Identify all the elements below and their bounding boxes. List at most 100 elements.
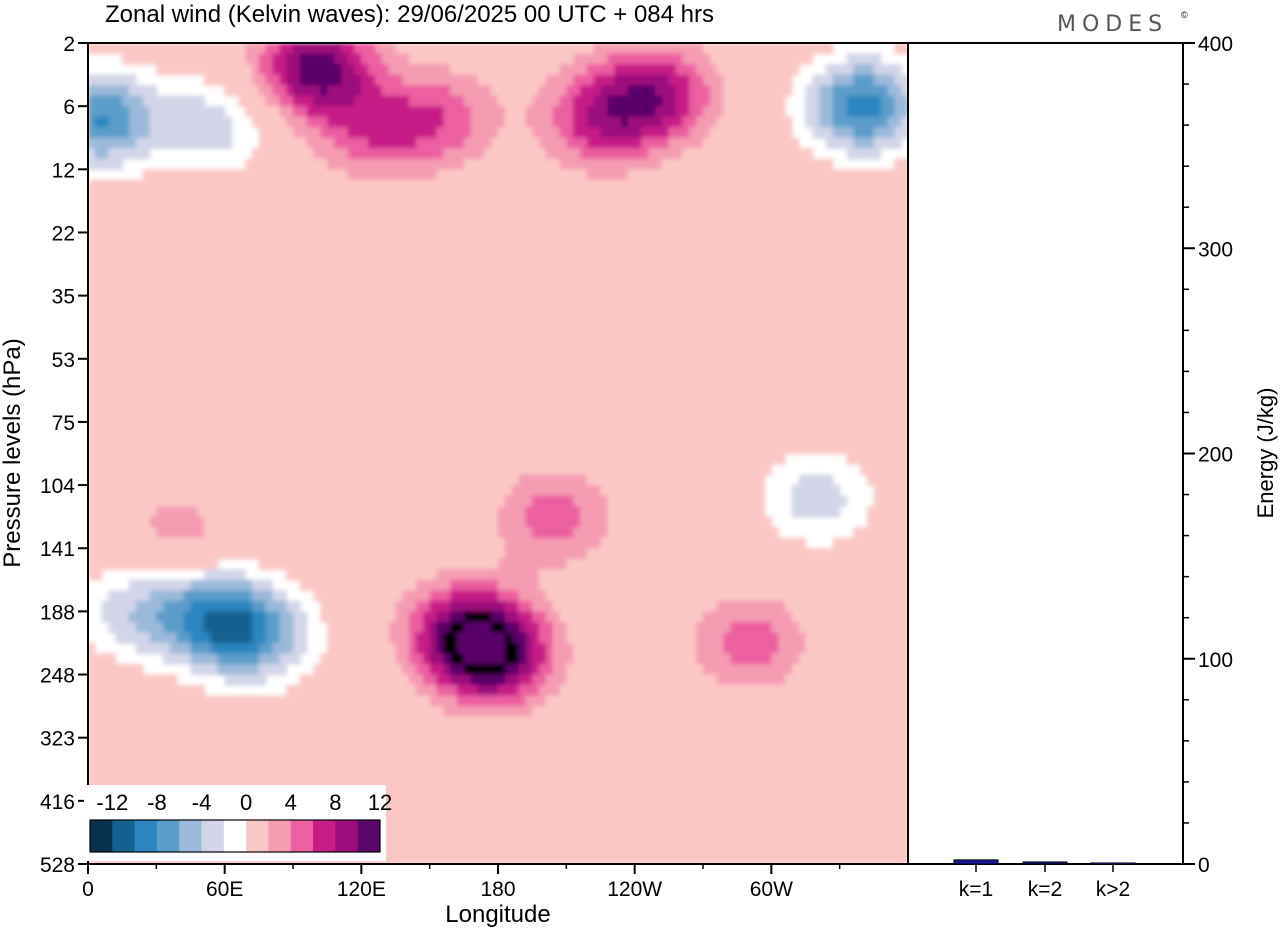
field-cell [327, 379, 335, 391]
field-cell [388, 64, 397, 76]
field-cell [901, 358, 908, 370]
field-cell [860, 369, 868, 381]
field-cell [108, 264, 116, 276]
field-cell [94, 316, 103, 328]
field-cell [258, 295, 267, 307]
field-cell [491, 64, 499, 76]
field-cell [457, 390, 465, 402]
field-cell [197, 432, 205, 444]
field-cell [286, 474, 294, 486]
field-cell [757, 337, 766, 349]
field-cell [252, 327, 260, 339]
field-cell [252, 232, 260, 244]
field-cell [867, 137, 875, 149]
field-cell [190, 474, 198, 486]
field-cell [771, 200, 779, 213]
field-cell [101, 74, 110, 86]
field-cell [217, 169, 226, 181]
field-cell [539, 337, 547, 349]
field-cell [402, 53, 410, 65]
field-cell [730, 442, 738, 455]
field-cell [306, 53, 315, 65]
field-cell [593, 400, 602, 412]
field-cell [682, 442, 690, 455]
field-cell [463, 53, 472, 65]
field-cell [703, 169, 711, 181]
field-cell [764, 390, 772, 402]
field-cell [354, 274, 362, 286]
field-cell [211, 74, 219, 86]
field-cell [894, 127, 902, 139]
field-cell [457, 442, 465, 455]
field-cell [839, 106, 848, 118]
field-cell [744, 190, 752, 202]
field-cell [826, 411, 834, 423]
field-cell [293, 316, 301, 328]
field-cell [593, 337, 602, 349]
field-cell [627, 485, 636, 497]
field-cell [347, 53, 356, 65]
field-cell [258, 464, 267, 476]
field-cell [409, 158, 417, 170]
field-cell [238, 464, 246, 476]
field-cell [204, 285, 212, 297]
field-cell [484, 316, 492, 328]
field-cell [422, 64, 431, 76]
field-cell [627, 179, 636, 191]
field-cell [320, 190, 328, 202]
field-cell [518, 421, 526, 434]
field-cell [873, 306, 882, 318]
field-cell [846, 179, 854, 191]
field-cell [532, 95, 540, 107]
field-cell [607, 327, 615, 339]
field-cell [586, 211, 595, 223]
field-cell [156, 190, 164, 202]
field-cell [135, 369, 144, 381]
field-cell [149, 411, 157, 423]
field-cell [703, 85, 711, 97]
field-cell [744, 264, 752, 276]
field-cell [334, 316, 342, 328]
field-cell [183, 211, 192, 223]
field-cell [129, 74, 137, 86]
field-cell [791, 442, 800, 455]
field-cell [744, 369, 752, 381]
field-cell [463, 127, 472, 139]
field-cell [744, 337, 752, 349]
field-cell [122, 327, 130, 339]
field-cell [354, 285, 362, 297]
field-cell [94, 327, 103, 339]
field-cell [156, 264, 164, 276]
field-cell [94, 379, 103, 391]
field-cell [586, 453, 595, 465]
field-cell [600, 95, 608, 107]
field-cell [450, 127, 458, 139]
field-cell [668, 379, 677, 391]
field-cell [545, 400, 554, 412]
field-cell [791, 369, 800, 381]
field-cell [573, 106, 581, 118]
field-cell [429, 158, 438, 170]
field-cell [299, 264, 308, 276]
field-cell [94, 274, 103, 286]
field-cell [641, 158, 649, 170]
field-cell [894, 200, 902, 213]
field-cell [689, 432, 697, 444]
field-cell [757, 190, 766, 202]
field-cell [730, 43, 738, 55]
field-cell [477, 369, 485, 381]
field-cell [771, 337, 779, 349]
field-cell [94, 127, 103, 139]
field-cell [552, 390, 561, 402]
field-cell [176, 242, 185, 255]
field-cell [422, 85, 431, 97]
field-cell [771, 221, 779, 234]
field-cell [340, 169, 349, 181]
field-cell [115, 400, 123, 412]
field-cell [641, 169, 649, 181]
field-cell [504, 221, 513, 234]
field-cell [559, 316, 567, 328]
field-cell [313, 74, 321, 86]
field-cell [279, 106, 287, 118]
field-cell [641, 232, 649, 244]
